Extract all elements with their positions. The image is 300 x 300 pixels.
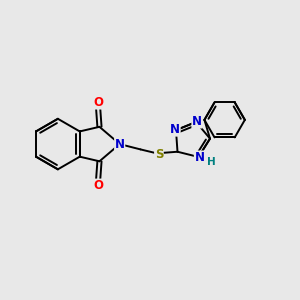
Text: O: O bbox=[93, 179, 103, 192]
Text: N: N bbox=[170, 123, 180, 136]
Text: O: O bbox=[93, 96, 103, 109]
Text: S: S bbox=[155, 148, 163, 161]
Text: H: H bbox=[207, 157, 216, 167]
Text: N: N bbox=[192, 115, 202, 128]
Text: N: N bbox=[194, 151, 204, 164]
Text: N: N bbox=[115, 138, 125, 151]
